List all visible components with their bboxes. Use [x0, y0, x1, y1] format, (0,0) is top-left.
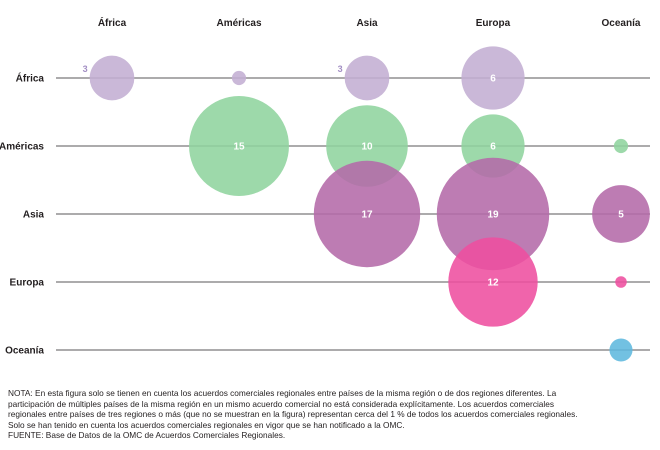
column-label-asia: Asia — [356, 18, 378, 29]
note-line-5: FUENTE: Base de Datos de la OMC de Acuer… — [8, 430, 286, 441]
row-label-oceania: Oceanía — [5, 346, 44, 357]
row-label-asia: Asia — [23, 210, 45, 221]
bubble-europa-oceania — [615, 276, 627, 288]
note-line-2: participación de múltiples países de la … — [8, 398, 555, 409]
bubble-americas-americas — [189, 96, 289, 196]
row-label-americas: Américas — [0, 142, 44, 153]
bubble-label-africa-africa: 3 — [83, 64, 88, 74]
row-label-africa: África — [16, 72, 45, 85]
column-label-americas: Américas — [216, 18, 261, 29]
bubble-label-asia-oceania: 5 — [618, 210, 624, 221]
bubble-label-europa-europa: 12 — [487, 278, 499, 289]
column-label-africa: África — [98, 16, 127, 29]
row-label-europa: Europa — [10, 278, 45, 289]
column-label-europa: Europa — [476, 18, 511, 29]
bubble-asia-europa — [436, 157, 550, 271]
bubble-chart: África Américas Asia Europa Oceanía África Amé… — [0, 16, 650, 362]
note-line-3: regionales entre países de tres regiones… — [8, 409, 578, 420]
column-label-oceania: Oceanía — [602, 18, 641, 29]
bubble-label-asia-europa: 19 — [487, 210, 499, 221]
bubble-africa-europa — [461, 46, 525, 110]
bubble-label-africa-europa: 6 — [490, 74, 496, 85]
bubble-label-americas-americas: 15 — [233, 142, 245, 153]
bubble-oceania-oceania — [609, 338, 633, 362]
bubble-label-africa-asia: 3 — [338, 64, 343, 74]
note-line-1: NOTA: En esta figura solo se tienen en c… — [8, 388, 557, 398]
bubble-africa-americas — [231, 70, 247, 86]
bubble-americas-oceania — [613, 138, 629, 154]
bubble-label-americas-asia: 10 — [361, 142, 373, 153]
chart-note: NOTA: En esta figura solo se tienen en c… — [8, 388, 658, 441]
note-line-4: Solo se han tenido en cuenta los acuerdo… — [8, 419, 405, 430]
bubble-label-americas-europa: 6 — [490, 142, 496, 153]
bubble-label-asia-asia: 17 — [361, 210, 373, 221]
bubble-africa-asia — [344, 55, 390, 101]
bubble-africa-africa — [89, 55, 135, 101]
bubble-asia-oceania — [592, 185, 650, 243]
bubble-europa-europa — [448, 237, 538, 327]
bubble-asia-asia — [313, 160, 421, 268]
